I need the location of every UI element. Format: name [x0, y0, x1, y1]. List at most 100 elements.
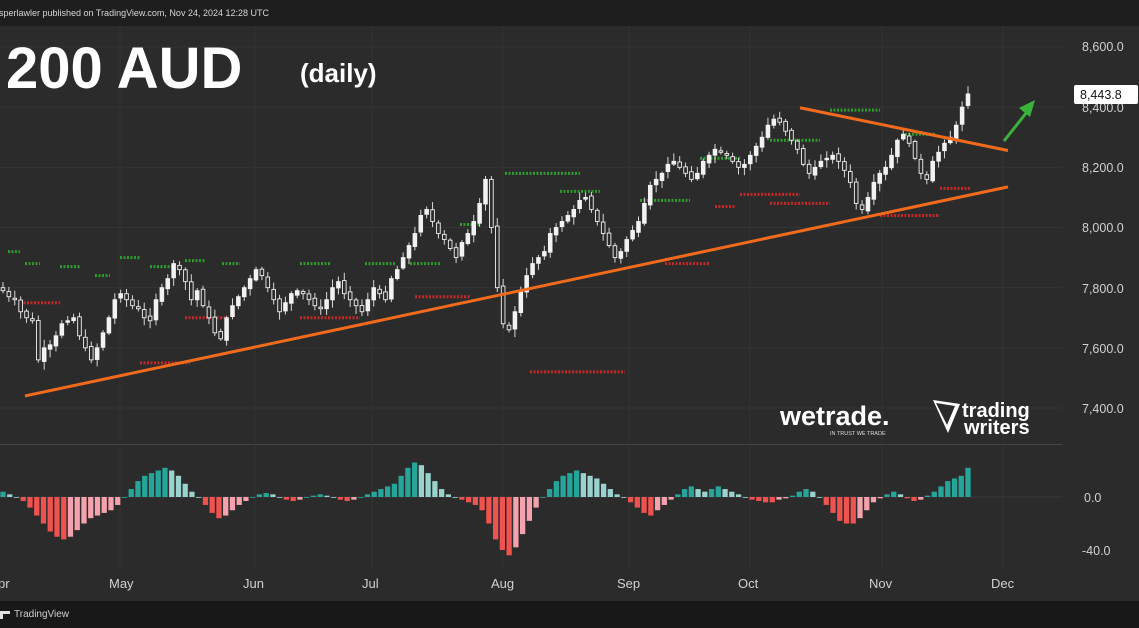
- price-axis-panel[interactable]: [1062, 26, 1139, 600]
- histogram-bar: [108, 497, 114, 511]
- histogram-bar: [789, 495, 796, 497]
- histogram-bar: [924, 495, 931, 497]
- candle: [589, 191, 594, 213]
- histogram-bar: [810, 491, 816, 497]
- trendlines: [24, 106, 1009, 398]
- candle-body: [771, 118, 777, 126]
- candle-body: [589, 195, 594, 210]
- footer-bar: TradingView: [0, 600, 1139, 628]
- candle-body: [642, 202, 647, 224]
- histogram-bar: [938, 486, 944, 497]
- price-panel[interactable]: [0, 26, 1062, 443]
- candle-body: [53, 335, 59, 347]
- candle: [895, 138, 900, 164]
- candle: [200, 285, 206, 308]
- histogram-bar: [776, 497, 782, 500]
- histogram-bar: [459, 497, 465, 500]
- histogram-bar: [864, 497, 870, 511]
- histogram-bar: [432, 481, 438, 497]
- candle-body: [936, 151, 941, 162]
- candle: [471, 214, 477, 243]
- candle: [436, 220, 441, 239]
- candle-body: [789, 129, 794, 141]
- candle-body: [224, 317, 229, 341]
- histogram-bar: [256, 494, 263, 497]
- candle: [965, 86, 971, 109]
- candle: [324, 291, 329, 316]
- histogram-bar: [128, 489, 134, 497]
- candle-body: [901, 133, 906, 140]
- candle: [265, 272, 271, 293]
- up-arrow-icon: [1002, 100, 1035, 142]
- histogram-bar: [587, 475, 593, 497]
- candle: [77, 312, 82, 340]
- histogram-bar: [297, 497, 303, 500]
- histogram-bar: [573, 470, 580, 497]
- candle: [83, 329, 88, 352]
- candle-body: [494, 225, 500, 289]
- histogram-bar: [34, 497, 40, 516]
- candle-body: [630, 230, 635, 240]
- rising-support-trendline: [24, 185, 1009, 398]
- histogram-bar: [155, 470, 161, 497]
- candle-body: [300, 290, 306, 295]
- histogram-bar: [40, 497, 47, 524]
- candle: [930, 156, 935, 183]
- candle: [18, 296, 23, 319]
- candle: [500, 278, 506, 329]
- candle-body: [624, 239, 629, 252]
- candle: [400, 252, 406, 270]
- candle-body: [294, 290, 300, 296]
- candle-body: [536, 257, 541, 264]
- candle-body: [612, 245, 618, 259]
- candle-body: [271, 288, 276, 301]
- candle-body: [700, 160, 706, 175]
- histogram-bar: [749, 497, 755, 500]
- candle-body: [230, 305, 235, 318]
- chart-svg[interactable]: 200 AUD (daily) wetrade. IN TRUST WE TRA…: [0, 26, 1139, 600]
- candle: [606, 227, 612, 248]
- candle: [889, 147, 894, 171]
- candle: [383, 285, 388, 303]
- tradingview-logo-icon: [0, 610, 10, 619]
- candle: [677, 156, 682, 170]
- candle-body: [77, 316, 82, 337]
- histogram-bar: [479, 497, 485, 511]
- candle-body: [159, 287, 165, 302]
- candle-body: [930, 160, 935, 182]
- histogram-bar: [391, 483, 398, 497]
- candle-body: [753, 145, 759, 156]
- histogram-bar: [175, 475, 182, 497]
- candle-body: [330, 287, 335, 301]
- candle: [483, 176, 488, 211]
- candle: [447, 238, 453, 251]
- time-axis-panel[interactable]: [0, 568, 1062, 600]
- candle-body: [918, 158, 924, 174]
- candle: [630, 225, 635, 242]
- candle: [106, 315, 112, 336]
- candle: [877, 169, 883, 192]
- histogram-bar: [182, 483, 188, 497]
- histogram-bar: [465, 497, 472, 503]
- candle-body: [94, 347, 100, 360]
- time-label: Nov: [869, 576, 893, 591]
- candle: [848, 164, 853, 188]
- candle-body: [359, 305, 365, 313]
- candle-body: [241, 287, 247, 298]
- candle: [777, 111, 782, 126]
- candle-body: [218, 331, 223, 340]
- histogram-bar: [567, 473, 573, 497]
- histogram-bar: [398, 475, 404, 497]
- candle: [524, 267, 529, 298]
- histogram-bar: [216, 497, 222, 519]
- candle: [871, 174, 877, 206]
- candle: [553, 223, 559, 243]
- candle: [865, 192, 871, 215]
- candle-body: [665, 163, 671, 173]
- time-label: May: [109, 576, 134, 591]
- candle: [177, 261, 182, 276]
- tradingview-brand[interactable]: TradingView: [0, 609, 69, 620]
- histogram-bar: [412, 462, 418, 497]
- chart-area[interactable]: 200 AUD (daily) wetrade. IN TRUST WE TRA…: [0, 26, 1139, 600]
- candle-body: [824, 157, 830, 161]
